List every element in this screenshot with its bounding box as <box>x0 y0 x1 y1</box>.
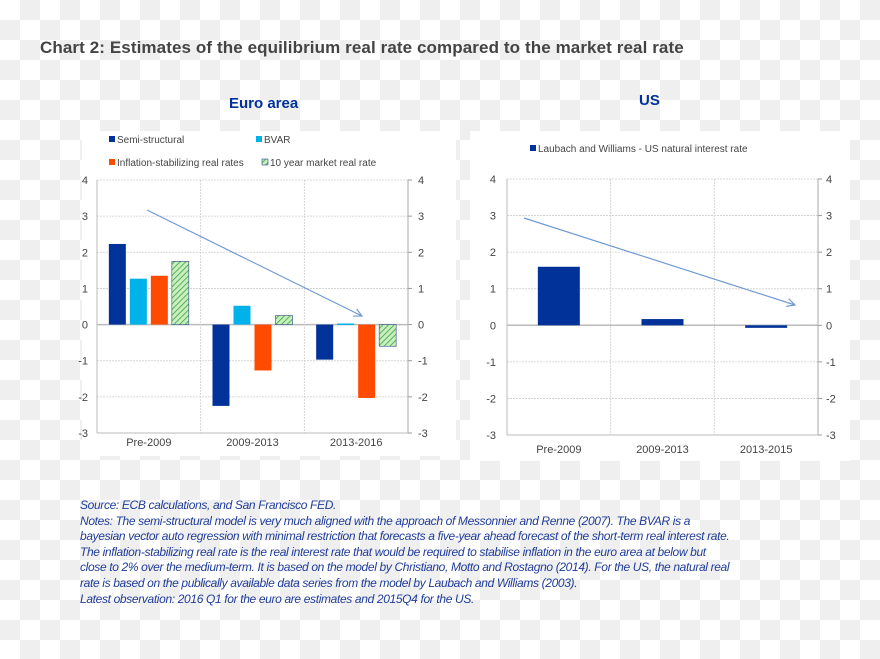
x-tick-label: 2013-2015 <box>740 444 793 456</box>
notes-line: close to 2% over the medium-term. It is … <box>80 560 730 575</box>
y-tick-label-left: 1 <box>490 284 496 296</box>
bar-laubach-and-williams-us-natural-interest-rate <box>745 325 788 328</box>
bar-10-year-market-real-rate <box>275 315 293 325</box>
bar-laubach-and-williams-us-natural-interest-rate <box>537 266 580 326</box>
y-tick-label-left: 3 <box>490 211 496 223</box>
bar-laubach-and-williams-us-natural-interest-rate <box>641 319 684 326</box>
bar-10-year-market-real-rate <box>171 261 190 325</box>
legend-swatch <box>261 158 269 166</box>
y-tick-label-right: -2 <box>826 393 836 405</box>
y-tick-label-right: 4 <box>826 174 832 186</box>
legend-swatch <box>109 159 115 165</box>
bar-bvar <box>337 323 355 325</box>
bar-bvar <box>129 278 147 325</box>
x-tick-label: 2009-2013 <box>226 437 279 449</box>
y-tick-label-right: 3 <box>418 211 424 223</box>
legend-label: Inflation-stabilizing real rates <box>117 158 244 169</box>
bar-bvar <box>233 305 251 325</box>
us-title: US <box>639 92 660 109</box>
y-tick-label-left: 1 <box>82 283 88 295</box>
y-tick-label-left: -1 <box>78 356 88 368</box>
y-tick-label-right: -1 <box>826 357 836 369</box>
y-tick-label-right: 2 <box>826 247 832 259</box>
euro-area-chart: -3 -3 -2 -2 -1 -1 0 0 1 1 2 2 3 3 4 4 Pre-2009 2009-2013 2… <box>78 131 456 456</box>
x-tick-label: Pre-2009 <box>536 444 581 456</box>
us-chart: -3 -3 -2 -2 -1 -1 0 0 1 1 2 2 3 3 4 4 Pre-2009 2009-2013 2… <box>470 131 850 461</box>
legend-swatch <box>109 136 115 142</box>
x-tick-label: 2013-2016 <box>330 437 383 449</box>
y-tick-label-right: 0 <box>418 320 424 332</box>
notes-line: rate is based on the publically availabl… <box>80 575 578 590</box>
y-tick-label-left: -1 <box>486 357 496 369</box>
y-tick-label-left: 0 <box>490 320 496 332</box>
y-tick-label-right: 3 <box>826 211 832 223</box>
notes-line: bayesian vector auto regression with min… <box>80 529 730 544</box>
legend-label: BVAR <box>264 135 291 146</box>
x-tick-label: 2009-2013 <box>636 444 689 456</box>
y-tick-label-right: 4 <box>418 175 424 187</box>
bar-semi-structural <box>108 243 126 325</box>
y-tick-label-right: 2 <box>418 247 424 259</box>
y-tick-label-left: 3 <box>82 211 88 223</box>
bar-10-year-market-real-rate <box>378 324 397 347</box>
bar-semi-structural <box>212 324 230 406</box>
y-tick-label-left: 2 <box>82 247 88 259</box>
notes: Source: ECB calculations, and San Franci… <box>80 498 730 607</box>
y-tick-label-left: 4 <box>490 174 496 186</box>
y-tick-label-right: 1 <box>418 283 424 295</box>
y-tick-label-left: 4 <box>82 175 88 187</box>
euro-area-title: Euro area <box>229 95 299 112</box>
main-title: Chart 2: Estimates of the equilibrium re… <box>40 38 684 57</box>
y-tick-label-left: 0 <box>82 320 88 332</box>
trend-arrow <box>146 209 362 316</box>
y-tick-label-left: -2 <box>78 392 88 404</box>
y-tick-label-right: -3 <box>826 430 836 442</box>
y-tick-label-left: -3 <box>486 430 496 442</box>
y-tick-label-right: -1 <box>418 356 428 368</box>
bar-inflation-stabilizing-real-rates <box>358 324 376 398</box>
y-tick-label-left: -2 <box>486 393 496 405</box>
x-tick-label: Pre-2009 <box>126 437 171 449</box>
y-tick-label-right: -3 <box>418 428 428 440</box>
chart-panel <box>470 131 850 461</box>
legend-swatch <box>530 145 536 151</box>
y-tick-label-left: -3 <box>78 428 88 440</box>
legend-label: Semi-structural <box>117 135 184 146</box>
legend-label: 10 year market real rate <box>270 158 377 169</box>
legend-label: Laubach and Williams - US natural intere… <box>538 144 748 155</box>
latest-observation-line: Latest observation: 2016 Q1 for the euro… <box>80 591 474 606</box>
y-tick-label-right: -2 <box>418 392 428 404</box>
y-tick-label-left: 2 <box>490 247 496 259</box>
bar-inflation-stabilizing-real-rates <box>254 324 272 371</box>
notes-line: The inflation-stabilizing real rate is t… <box>80 544 706 559</box>
trend-arrow <box>523 217 795 305</box>
y-tick-label-right: 0 <box>826 320 832 332</box>
bar-inflation-stabilizing-real-rates <box>150 275 168 325</box>
notes-line: Notes: The semi-structural model is very… <box>80 513 691 528</box>
bar-semi-structural <box>316 324 334 360</box>
legend-swatch <box>256 136 262 142</box>
y-tick-label-right: 1 <box>826 284 832 296</box>
source-line: Source: ECB calculations, and San Franci… <box>80 498 336 512</box>
